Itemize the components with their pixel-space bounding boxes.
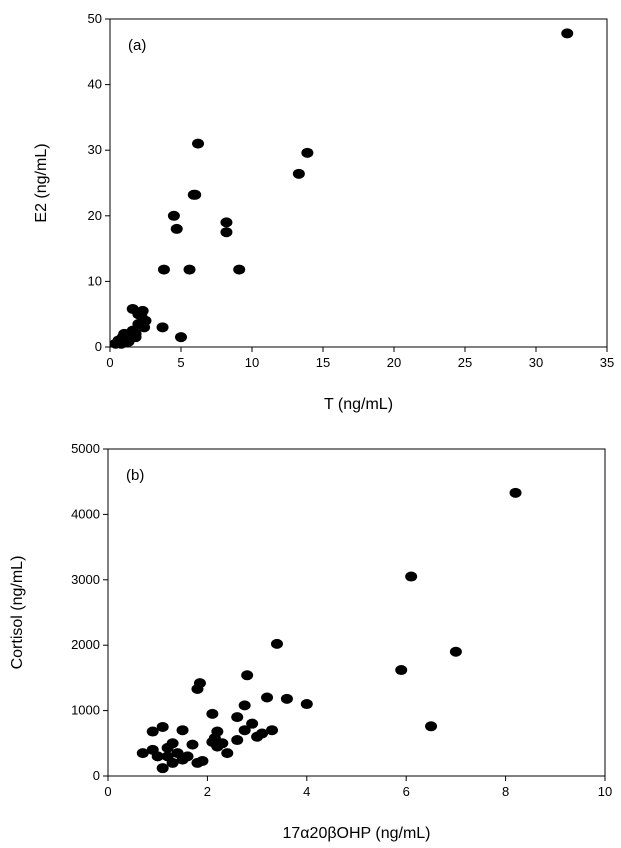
- y-tick-label-b-1: 1000: [71, 703, 100, 718]
- data-point-b-33: [256, 728, 269, 739]
- data-point-a-30: [220, 227, 233, 238]
- plot-frame-a: [109, 18, 608, 348]
- y-axis-b: 0 1000 2000 3000 4000 5000: [71, 441, 108, 783]
- panel-label-b: (b): [126, 467, 144, 484]
- x-tick-label-b-0: 0: [104, 784, 111, 799]
- y-tick-label-b-5: 5000: [71, 441, 100, 456]
- y-tick-label-a-5: 50: [88, 11, 102, 26]
- y-tick-label-a-4: 40: [88, 77, 102, 92]
- y-tick-label-a-3: 30: [88, 142, 102, 157]
- x-axis-b: 0 2 4 6 8 10: [104, 776, 612, 799]
- data-point-b-13: [181, 751, 194, 762]
- data-point-b-38: [300, 699, 313, 710]
- data-point-b-41: [425, 721, 438, 732]
- x-axis-a: 0 5 10 15 20 25 30 35: [106, 347, 614, 370]
- data-point-b-30: [241, 670, 254, 681]
- plot-frame-b: [107, 448, 606, 777]
- data-point-b-43: [509, 487, 522, 498]
- data-point-a-20: [156, 322, 169, 333]
- data-point-a-16: [136, 305, 149, 316]
- x-tick-label-a-6: 30: [529, 355, 543, 370]
- data-point-a-34: [561, 28, 574, 39]
- x-tick-label-b-2: 4: [303, 784, 310, 799]
- data-point-b-26: [231, 735, 244, 746]
- y-tick-label-a-0: 0: [95, 339, 102, 354]
- data-point-a-31: [233, 264, 246, 275]
- data-point-b-42: [449, 646, 462, 657]
- x-axis-label-b: 17α20βOHP (ng/mL): [283, 825, 431, 842]
- data-point-b-2: [146, 726, 159, 737]
- data-point-a-29: [220, 217, 233, 228]
- data-point-b-18: [193, 678, 206, 689]
- y-tick-label-b-4: 4000: [71, 506, 100, 521]
- x-tick-label-a-5: 25: [458, 355, 472, 370]
- data-point-b-40: [405, 571, 418, 582]
- data-point-a-24: [175, 332, 187, 343]
- x-tick-label-b-1: 2: [204, 784, 211, 799]
- y-tick-label-b-0: 0: [93, 768, 100, 783]
- points-b: [136, 487, 522, 774]
- x-tick-label-a-7: 35: [600, 355, 614, 370]
- y-tick-label-b-3: 3000: [71, 572, 100, 587]
- data-point-b-31: [246, 718, 259, 729]
- x-tick-label-a-1: 5: [177, 355, 184, 370]
- x-tick-label-a-2: 10: [245, 355, 259, 370]
- data-point-b-3: [151, 751, 164, 762]
- points-a: [109, 28, 574, 349]
- data-point-b-20: [206, 708, 219, 719]
- data-point-b-34: [261, 692, 274, 703]
- data-point-b-35: [266, 725, 279, 736]
- data-point-a-19: [126, 325, 139, 336]
- data-point-b-11: [176, 725, 189, 736]
- x-tick-label-b-3: 6: [403, 784, 410, 799]
- x-tick-label-b-5: 10: [598, 784, 612, 799]
- data-point-a-21: [157, 264, 170, 275]
- data-point-a-23: [170, 223, 183, 234]
- y-axis-label-a: E2 (ng/mL): [33, 143, 50, 222]
- x-tick-label-a-0: 0: [106, 355, 113, 370]
- x-tick-label-b-4: 8: [502, 784, 509, 799]
- data-point-b-16: [196, 755, 209, 766]
- data-point-a-18: [139, 315, 152, 326]
- scatter-panel-a: 0 10 20 30 40 50 0 5 10 15 20 25 30 35 (a) T (ng/mL)…: [33, 11, 614, 413]
- y-axis-label-b: Cortisol (ng/mL): [9, 556, 26, 670]
- data-point-b-8: [166, 757, 179, 768]
- data-point-a-33: [301, 147, 314, 158]
- x-axis-label-a: T (ng/mL): [324, 396, 393, 413]
- data-point-b-39: [395, 665, 408, 676]
- panel-label-a: (a): [128, 37, 146, 54]
- data-point-b-25: [221, 748, 234, 759]
- data-point-b-37: [280, 693, 293, 704]
- data-point-a-28: [192, 138, 205, 149]
- data-point-a-27: [189, 189, 202, 200]
- data-point-a-25: [183, 264, 196, 275]
- data-point-b-4: [156, 721, 169, 732]
- data-point-b-0: [136, 748, 149, 759]
- y-tick-label-b-2: 2000: [71, 637, 100, 652]
- scatter-panel-b: 0 1000 2000 3000 4000 5000 0 2 4 6 8 10 (b) 17α20β…: [9, 441, 612, 842]
- y-axis-a: 0 10 20 30 40 50: [88, 11, 110, 354]
- data-point-b-27: [231, 712, 244, 723]
- y-tick-label-a-1: 10: [88, 273, 102, 288]
- data-point-a-32: [292, 168, 305, 179]
- data-point-b-24: [216, 738, 229, 749]
- data-point-a-22: [167, 210, 180, 221]
- data-point-b-14: [186, 739, 199, 750]
- data-point-b-5: [156, 763, 169, 774]
- x-tick-label-a-4: 20: [387, 355, 401, 370]
- data-point-b-28: [238, 725, 251, 736]
- data-point-b-9: [166, 738, 179, 749]
- y-tick-label-a-2: 20: [88, 208, 102, 223]
- data-point-b-29: [238, 700, 251, 711]
- data-point-b-36: [270, 638, 283, 649]
- x-tick-label-a-3: 15: [316, 355, 330, 370]
- data-point-b-23: [211, 726, 224, 737]
